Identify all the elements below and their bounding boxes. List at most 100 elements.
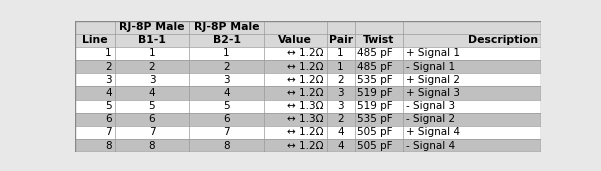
Bar bbox=[75, 86, 115, 100]
Text: 3: 3 bbox=[105, 75, 112, 85]
Bar bbox=[75, 34, 115, 47]
Text: 485 pF: 485 pF bbox=[358, 48, 393, 58]
Bar bbox=[355, 47, 403, 60]
Text: ↔ 1.3Ω: ↔ 1.3Ω bbox=[287, 101, 324, 111]
Bar bbox=[327, 60, 355, 73]
Text: 2: 2 bbox=[105, 62, 112, 72]
Text: 4: 4 bbox=[223, 88, 230, 98]
Bar bbox=[403, 34, 541, 47]
Bar bbox=[403, 60, 541, 73]
Bar bbox=[264, 34, 327, 47]
Text: ↔ 1.2Ω: ↔ 1.2Ω bbox=[287, 141, 324, 151]
Bar bbox=[355, 73, 403, 86]
Bar bbox=[327, 86, 355, 100]
Bar bbox=[355, 21, 403, 34]
Text: 535 pF: 535 pF bbox=[358, 75, 393, 85]
Bar bbox=[403, 47, 541, 60]
Text: + Signal 3: + Signal 3 bbox=[406, 88, 460, 98]
Bar bbox=[189, 86, 264, 100]
Bar bbox=[75, 100, 115, 113]
Bar bbox=[355, 60, 403, 73]
Text: + Signal 4: + Signal 4 bbox=[406, 127, 460, 137]
Bar bbox=[189, 60, 264, 73]
Text: 2: 2 bbox=[337, 75, 344, 85]
Bar bbox=[264, 126, 327, 139]
Text: Line: Line bbox=[82, 35, 108, 45]
Bar bbox=[115, 73, 189, 86]
Bar bbox=[75, 73, 115, 86]
Bar bbox=[327, 126, 355, 139]
Bar bbox=[403, 100, 541, 113]
Bar bbox=[75, 21, 115, 34]
Text: 1: 1 bbox=[105, 48, 112, 58]
Text: - Signal 2: - Signal 2 bbox=[406, 114, 456, 124]
Bar bbox=[327, 73, 355, 86]
Bar bbox=[75, 113, 115, 126]
Bar bbox=[403, 73, 541, 86]
Text: 5: 5 bbox=[105, 101, 112, 111]
Text: ↔ 1.2Ω: ↔ 1.2Ω bbox=[287, 88, 324, 98]
Bar bbox=[75, 60, 115, 73]
Bar bbox=[189, 73, 264, 86]
Text: 2: 2 bbox=[223, 62, 230, 72]
Bar bbox=[355, 100, 403, 113]
Bar bbox=[264, 86, 327, 100]
Text: 2: 2 bbox=[148, 62, 155, 72]
Bar bbox=[115, 100, 189, 113]
Bar bbox=[264, 47, 327, 60]
Bar bbox=[403, 86, 541, 100]
Bar bbox=[75, 139, 115, 152]
Bar bbox=[355, 113, 403, 126]
Text: 1: 1 bbox=[148, 48, 155, 58]
Bar bbox=[355, 86, 403, 100]
Text: - Signal 4: - Signal 4 bbox=[406, 141, 456, 151]
Text: 1: 1 bbox=[337, 48, 344, 58]
Text: B1-1: B1-1 bbox=[138, 35, 166, 45]
Text: 535 pF: 535 pF bbox=[358, 114, 393, 124]
Bar bbox=[189, 113, 264, 126]
Text: 505 pF: 505 pF bbox=[358, 127, 393, 137]
Bar bbox=[75, 126, 115, 139]
Text: ↔ 1.2Ω: ↔ 1.2Ω bbox=[287, 48, 324, 58]
Bar bbox=[115, 139, 189, 152]
Bar bbox=[327, 113, 355, 126]
Text: 2: 2 bbox=[337, 114, 344, 124]
Text: 8: 8 bbox=[105, 141, 112, 151]
Bar bbox=[189, 34, 264, 47]
Bar bbox=[403, 126, 541, 139]
Text: 4: 4 bbox=[105, 88, 112, 98]
Text: 3: 3 bbox=[223, 75, 230, 85]
Bar bbox=[403, 113, 541, 126]
Bar bbox=[264, 139, 327, 152]
Bar bbox=[115, 86, 189, 100]
Bar bbox=[115, 113, 189, 126]
Text: + Signal 2: + Signal 2 bbox=[406, 75, 460, 85]
Bar bbox=[355, 126, 403, 139]
Bar bbox=[189, 126, 264, 139]
Text: 5: 5 bbox=[148, 101, 155, 111]
Text: 7: 7 bbox=[223, 127, 230, 137]
Bar bbox=[189, 139, 264, 152]
Text: ↔ 1.2Ω: ↔ 1.2Ω bbox=[287, 75, 324, 85]
Text: 4: 4 bbox=[148, 88, 155, 98]
Text: Twist: Twist bbox=[364, 35, 395, 45]
Bar bbox=[327, 47, 355, 60]
Bar bbox=[189, 21, 264, 34]
Text: Pair: Pair bbox=[329, 35, 353, 45]
Text: 519 pF: 519 pF bbox=[358, 101, 393, 111]
Text: RJ-8P Male: RJ-8P Male bbox=[119, 22, 185, 32]
Bar bbox=[189, 47, 264, 60]
Text: - Signal 1: - Signal 1 bbox=[406, 62, 456, 72]
Bar bbox=[115, 21, 189, 34]
Bar bbox=[264, 60, 327, 73]
Bar bbox=[355, 139, 403, 152]
Text: ↔ 1.2Ω: ↔ 1.2Ω bbox=[287, 62, 324, 72]
Bar bbox=[264, 73, 327, 86]
Text: 519 pF: 519 pF bbox=[358, 88, 393, 98]
Text: 3: 3 bbox=[337, 88, 344, 98]
Bar bbox=[327, 34, 355, 47]
Text: ↔ 1.3Ω: ↔ 1.3Ω bbox=[287, 114, 324, 124]
Text: 8: 8 bbox=[223, 141, 230, 151]
Bar bbox=[355, 34, 403, 47]
Text: RJ-8P Male: RJ-8P Male bbox=[194, 22, 259, 32]
